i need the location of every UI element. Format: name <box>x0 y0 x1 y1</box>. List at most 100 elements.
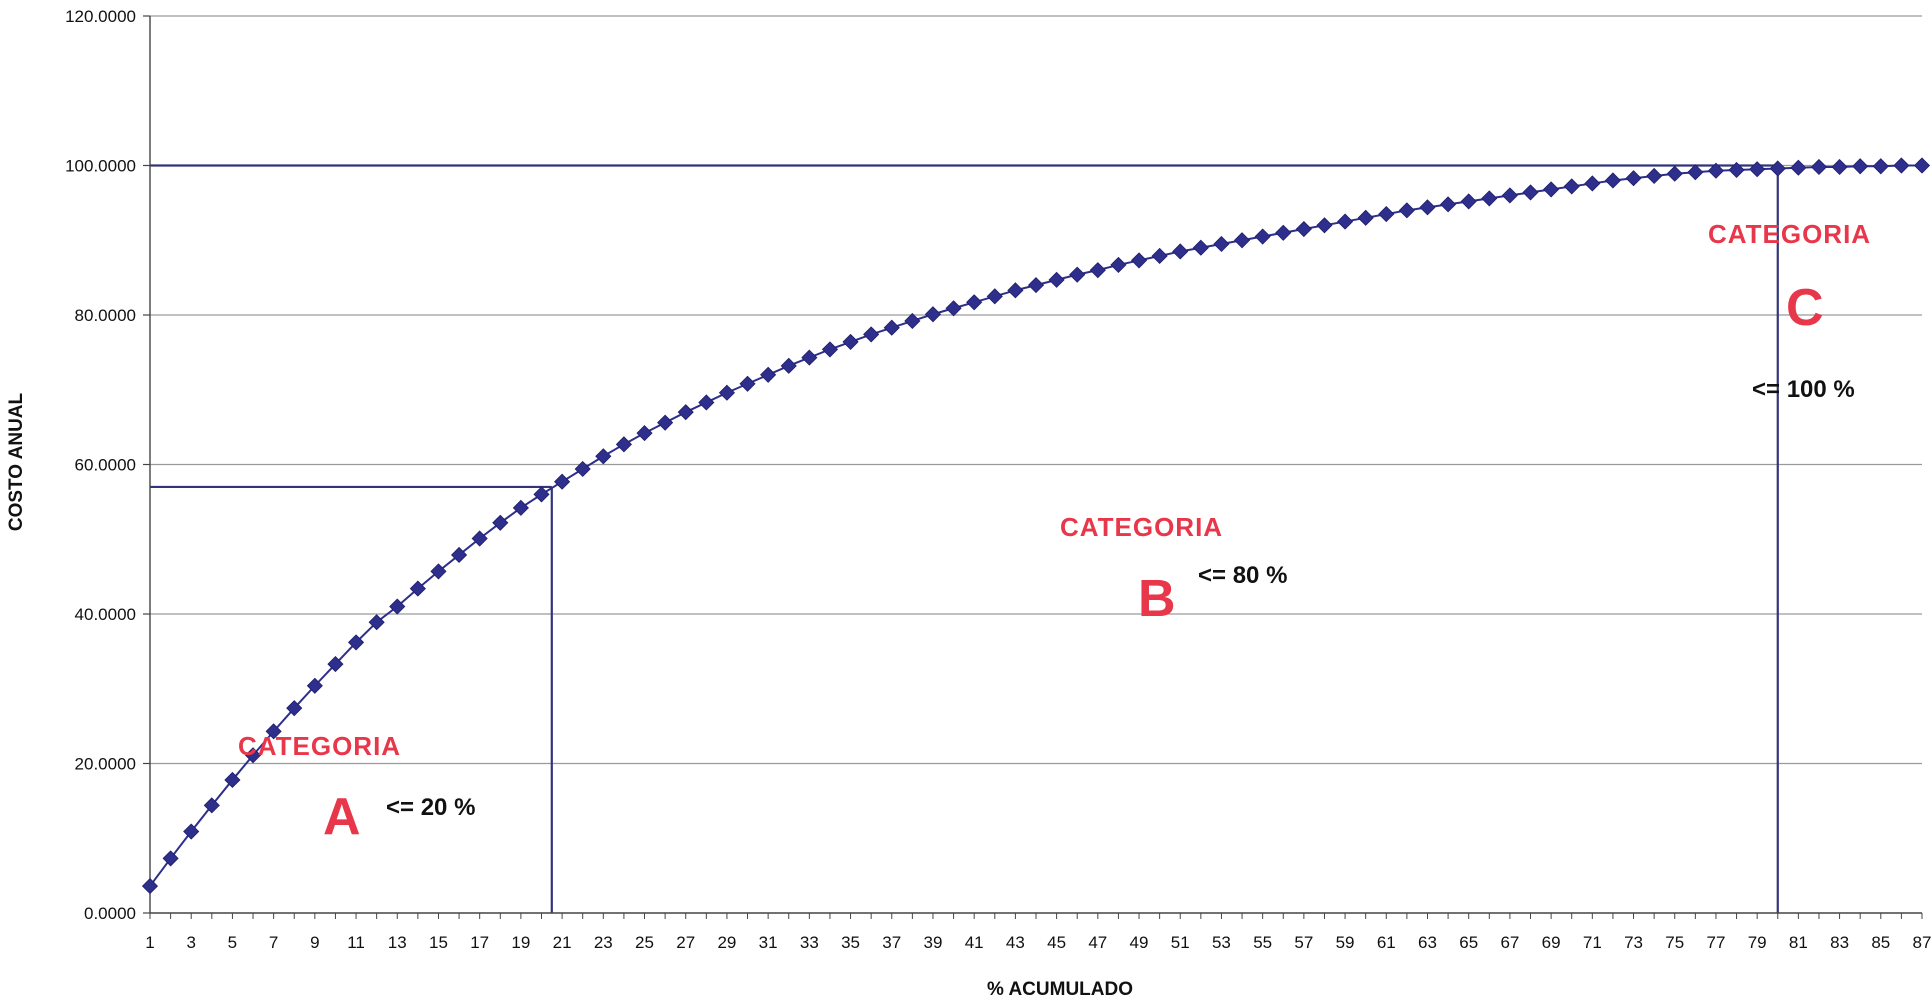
x-tick-label: 41 <box>965 933 984 952</box>
data-point <box>203 797 220 814</box>
x-tick-label: 29 <box>717 933 736 952</box>
data-point <box>1563 178 1580 195</box>
data-point <box>1110 256 1127 273</box>
category-a-word: CATEGORIA <box>238 731 401 761</box>
data-point <box>574 460 591 478</box>
x-tick-label: 65 <box>1459 933 1478 952</box>
data-point <box>1852 158 1869 175</box>
data-point <box>842 333 859 350</box>
data-point <box>1295 220 1312 238</box>
x-tick-label: 49 <box>1130 933 1149 952</box>
data-point <box>1584 175 1601 192</box>
x-tick-label: 1 <box>145 933 154 952</box>
data-point <box>636 425 653 442</box>
x-tick-label: 63 <box>1418 933 1437 952</box>
data-point <box>1790 159 1807 176</box>
data-point <box>162 850 179 867</box>
data-point <box>1275 224 1292 241</box>
data-point <box>554 473 571 490</box>
data-point <box>657 414 674 431</box>
x-tick-label: 11 <box>347 933 365 952</box>
data-point <box>286 700 303 717</box>
data-point <box>801 349 818 366</box>
x-tick-label: 17 <box>470 933 489 952</box>
x-tick-label: 5 <box>228 933 237 952</box>
data-point <box>780 357 797 374</box>
data-point <box>1522 184 1539 201</box>
data-point <box>1048 271 1065 288</box>
data-point <box>1069 266 1086 283</box>
data-point <box>883 319 900 336</box>
data-point <box>224 771 241 789</box>
data-point <box>986 288 1003 305</box>
x-tick-label: 83 <box>1830 933 1849 952</box>
category-b-annotation: CATEGORIA B <= 80 % <box>1060 512 1287 628</box>
category-c-annotation: CATEGORIA C <= 100 % <box>1708 219 1870 403</box>
x-tick-label: 69 <box>1542 933 1561 952</box>
data-point <box>1728 161 1745 179</box>
x-tick-label: 55 <box>1253 933 1272 952</box>
data-point <box>327 656 344 673</box>
data-point <box>1604 172 1621 189</box>
x-tick-label: 43 <box>1006 933 1025 952</box>
x-tick-label: 57 <box>1294 933 1313 952</box>
category-b-word: CATEGORIA <box>1060 512 1223 542</box>
data-point <box>1501 187 1518 204</box>
category-a-threshold: <= 20 % <box>386 794 475 821</box>
x-tick-label: 9 <box>310 933 319 952</box>
data-point <box>1687 164 1704 181</box>
y-tick-label: 80.0000 <box>75 306 136 325</box>
data-point <box>1666 165 1683 182</box>
data-point <box>471 530 488 547</box>
data-point <box>1130 252 1148 269</box>
data-point <box>1543 181 1560 198</box>
data-point <box>451 546 468 564</box>
data-point <box>244 747 262 764</box>
category-a-letter: A <box>323 788 361 846</box>
x-tick-label: 45 <box>1047 933 1066 952</box>
data-point <box>1872 158 1889 175</box>
reference-lines <box>150 164 1779 913</box>
x-tick-label: 53 <box>1212 933 1231 952</box>
data-point <box>863 326 880 343</box>
y-tick-label: 100.0000 <box>65 157 136 176</box>
data-point <box>1316 217 1333 234</box>
data-point <box>1810 158 1828 176</box>
data-point <box>1378 206 1395 223</box>
x-tick-label: 23 <box>594 933 613 952</box>
series-line <box>149 164 1922 887</box>
series-path <box>149 164 1922 887</box>
data-point <box>1213 235 1230 253</box>
x-tick-label: 87 <box>1913 933 1932 952</box>
data-point <box>739 375 756 392</box>
x-tick-label: 25 <box>635 933 654 952</box>
x-tick-label: 51 <box>1171 933 1190 952</box>
x-tick-label: 15 <box>429 933 448 952</box>
category-c-threshold: <= 100 % <box>1752 376 1855 403</box>
data-point <box>1646 167 1663 185</box>
x-tick-label: 79 <box>1748 933 1767 952</box>
data-point <box>718 384 735 401</box>
x-tick-label: 73 <box>1624 933 1643 952</box>
x-tick-label: 33 <box>800 933 819 952</box>
data-point <box>1707 162 1725 179</box>
x-tick-label: 59 <box>1336 933 1355 952</box>
data-point <box>1749 161 1766 178</box>
data-point <box>1440 196 1457 213</box>
data-point <box>1172 243 1189 260</box>
y-tick-label: 0.0000 <box>84 904 136 923</box>
y-tick-label: 40.0000 <box>75 605 136 624</box>
data-point <box>1831 158 1848 176</box>
data-point <box>1893 157 1910 174</box>
x-tick-label: 77 <box>1706 933 1725 952</box>
data-point <box>389 598 406 615</box>
data-point <box>904 312 921 330</box>
data-point <box>1192 239 1209 256</box>
x-tick-label: 35 <box>841 933 860 952</box>
x-axis-label: % ACUMULADO <box>987 979 1133 1000</box>
x-tick-label: 81 <box>1789 933 1808 952</box>
x-tick-label: 71 <box>1583 933 1602 952</box>
x-tick-label: 27 <box>676 933 695 952</box>
tick-labels: 0.0000 20.0000 40.0000 60.0000 80.0000 100.00… <box>65 7 1931 952</box>
data-point <box>1769 160 1786 177</box>
